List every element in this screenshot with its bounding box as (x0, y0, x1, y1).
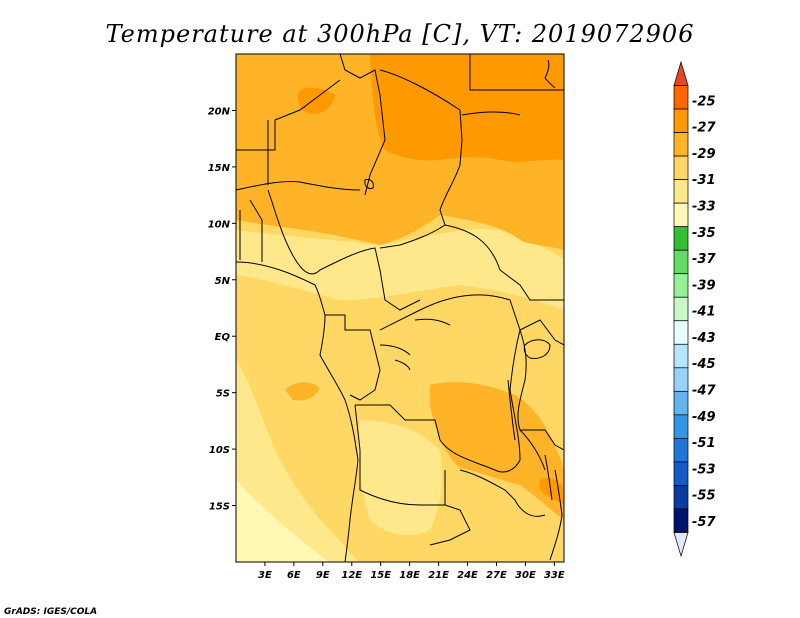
lon-tick-label: 12E (341, 570, 362, 581)
border-zambia (459, 469, 546, 517)
lon-axis: 3E 6E 9E 12E 15E 18E 21E 24E 27E 30E 33E (258, 562, 565, 581)
colorbar-label: -39 (692, 278, 716, 293)
lake-chad (364, 179, 374, 189)
field-region-central (236, 228, 564, 310)
border-chad (379, 69, 463, 249)
colorbar-segment (673, 320, 689, 345)
field-region-sw-light (236, 480, 330, 562)
lat-tick-label: 10S (209, 445, 230, 456)
colorbar-segment (673, 390, 689, 416)
lon-tick-label: 18E (399, 570, 420, 581)
field-region-gabon-warm (285, 382, 320, 401)
lat-tick-label: 20N (208, 106, 231, 117)
colorbar-segment (673, 179, 689, 204)
colorbar-label: -49 (692, 410, 716, 425)
map-title: Temperature at 300hPa [C], VT: 201907290… (106, 20, 695, 48)
credit-text: GrADS: IGES/COLA (4, 607, 97, 617)
colorbar-segment (673, 485, 689, 510)
lon-tick-label: 21E (428, 570, 449, 581)
colorbar-segment (673, 273, 689, 298)
colorbar-label: -29 (692, 147, 716, 162)
lon-tick-label: 27E (486, 570, 507, 581)
border-angola (354, 404, 471, 546)
field-region-angola (358, 420, 442, 536)
colorbar-segment (673, 438, 689, 463)
colorbar-segment (673, 343, 689, 369)
colorbar-label: -47 (692, 384, 716, 399)
colorbar-segment (673, 414, 689, 439)
colorbar-segment (673, 249, 689, 275)
lon-tick-label: 30E (515, 570, 536, 581)
border-tanzania (519, 319, 564, 451)
coast-mozambique (549, 469, 563, 561)
lake-victoria (523, 339, 551, 359)
colorbar-label: -33 (692, 199, 716, 214)
lat-tick-label: 10N (208, 219, 231, 230)
border-mali-niger (236, 54, 386, 196)
colorbar-label: -57 (692, 515, 716, 530)
lat-tick-label: 15N (208, 163, 231, 174)
colorbar-cap-bottom (673, 532, 689, 558)
lat-tick-label: 15S (209, 502, 230, 513)
lon-tick-label: 24E (457, 570, 478, 581)
border-misc-north (236, 79, 341, 151)
colorbar: -25 -27 -29 -31 -33 -35 -37 -39 -41 -43 -45 -47 -49 -… (673, 60, 716, 558)
lat-tick-label: 5S (216, 389, 230, 400)
colorbar-cap-top (673, 60, 689, 86)
border-nigeria (267, 189, 421, 311)
field-region-nw-warm (297, 87, 335, 115)
coastline-west (236, 261, 359, 562)
lon-tick-label: 3E (258, 570, 272, 581)
lat-tick-label: 5N (215, 276, 231, 287)
colorbar-label: -41 (692, 305, 716, 320)
border-drc (355, 294, 521, 473)
colorbar-label: -53 (692, 462, 716, 477)
lon-tick-label: 15E (370, 570, 391, 581)
colorbar-label: -25 (692, 94, 716, 109)
border-west-minor (239, 199, 263, 262)
lon-tick-label: 9E (316, 570, 330, 581)
colorbar-label: -35 (692, 226, 716, 241)
colorbar-segment (673, 202, 689, 228)
colorbar-segment (673, 367, 689, 392)
lat-axis: 20N 15N 10N 5N EQ 5S 10S 15S (208, 106, 236, 513)
lake-tanganyika (507, 379, 516, 441)
lon-tick-label: 6E (287, 570, 301, 581)
colorbar-label: -27 (692, 121, 716, 136)
colorbar-segment (673, 296, 689, 322)
colorbar-segment (673, 508, 689, 533)
map-frame (235, 53, 565, 563)
colorbar-label: -55 (692, 489, 716, 504)
coast-east (544, 59, 556, 89)
colorbar-label: -37 (692, 252, 716, 267)
colorbar-label: -31 (692, 173, 716, 188)
colorbar-segment (673, 132, 689, 157)
field-region-northeast (370, 54, 564, 162)
lake-malawi (544, 454, 553, 501)
field-region-southeast (430, 382, 564, 520)
lon-tick-label: 33E (544, 570, 565, 581)
rivers-congo (379, 318, 451, 371)
colorbar-segment (673, 461, 689, 486)
colorbar-segment (673, 226, 689, 251)
border-cameroon (325, 314, 381, 401)
border-sudan (444, 54, 564, 301)
colorbar-segment (673, 85, 689, 110)
colorbar-label: -45 (692, 357, 716, 372)
colorbar-label: -51 (692, 436, 716, 451)
colorbar-segment (673, 155, 689, 180)
lat-tick-label: EQ (215, 332, 231, 343)
country-borders (236, 54, 564, 562)
colorbar-label: -43 (692, 331, 716, 346)
colorbar-segment (673, 108, 689, 133)
temperature-field (236, 54, 564, 562)
